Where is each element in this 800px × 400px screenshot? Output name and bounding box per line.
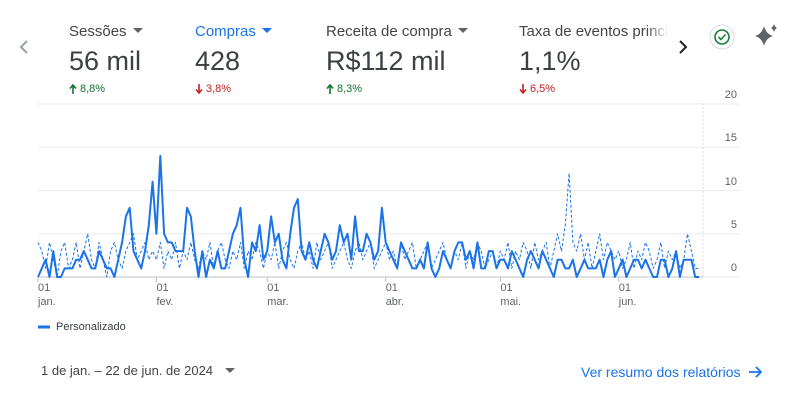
dropdown-icon (225, 367, 236, 373)
metric-value: 428 (195, 46, 241, 76)
metric-title: Receita de compra (326, 20, 476, 42)
metric-title-text: Sessões (69, 22, 127, 40)
x-tick-label: 01 abr. (385, 282, 405, 308)
legend-swatch (38, 325, 50, 329)
change-arrow (326, 84, 334, 94)
change-arrow (195, 84, 203, 94)
next-button[interactable] (679, 40, 688, 54)
metric-change: 6,5% (519, 83, 669, 95)
metric-change: 8,8% (69, 83, 219, 95)
triangle (457, 28, 468, 33)
y-tick-label: 0 (730, 262, 737, 274)
change-value: 3,8% (206, 83, 232, 95)
reports-link[interactable]: Ver resumo dos relatórios (581, 364, 763, 380)
metric-value: R$112 mil (326, 46, 446, 76)
y-tick-label: 5 (730, 218, 737, 231)
x-tick-label: 01 mar. (267, 282, 289, 308)
metric-title: Taxa de eventos princi (519, 20, 669, 42)
x-tick-label: 01 fev. (156, 282, 174, 308)
change-arrow (519, 84, 527, 94)
metric-value: 56 mil (69, 46, 142, 76)
date-range-picker[interactable]: 1 de jan. – 22 de jun. de 2024 (41, 363, 236, 378)
comparison-line (37, 172, 699, 278)
arrow (69, 84, 77, 94)
legend-label: Personalizado (56, 321, 126, 333)
metric-title: Compras (195, 20, 345, 42)
y-tick-label: 15 (724, 132, 737, 145)
series-line (37, 154, 699, 278)
legend: Personalizado (38, 321, 126, 333)
y-tick-label: 20 (724, 89, 737, 101)
dropdown-icon[interactable] (261, 28, 272, 34)
prev-button[interactable] (19, 40, 28, 54)
metric-title-text: Taxa de eventos princi (519, 22, 669, 40)
change-arrow (69, 84, 77, 94)
change-value: 6,5% (530, 83, 556, 95)
x-tick-label: 01 jan. (38, 282, 56, 308)
arrow-icon (748, 366, 762, 378)
metric-value: 1,1% (519, 46, 581, 76)
metric-change: 3,8% (195, 83, 345, 95)
link-text: Ver resumo dos relatórios (581, 364, 741, 380)
arrow (326, 84, 334, 94)
triangle (132, 28, 143, 33)
metric-card[interactable]: Compras 428 3,8% (195, 20, 345, 95)
metric-title-text: Receita de compra (326, 22, 452, 40)
triangle (261, 28, 272, 33)
change-value: 8,8% (80, 83, 106, 95)
metric-card[interactable]: Taxa de eventos princi 1,1% 6,5% (519, 20, 669, 96)
dropdown-icon[interactable] (457, 28, 468, 34)
arrow (519, 84, 527, 94)
y-tick-label: 10 (724, 175, 737, 188)
date-range: 1 de jan. – 22 de jun. de 2024 (41, 363, 214, 378)
x-tick-label: 01 jun. (618, 282, 637, 308)
change-value: 8,3% (337, 83, 363, 95)
metric-card[interactable]: Receita de compra R$112 mil 8,3% (326, 20, 476, 95)
metric-title-text: Compras (195, 22, 256, 40)
dropdown-icon[interactable] (132, 28, 143, 34)
arrow (195, 84, 203, 94)
metric-card[interactable]: Sessões 56 mil 8,8% (69, 20, 219, 95)
x-tick-label: 01 mai. (500, 282, 522, 308)
insights-icon[interactable] (755, 24, 777, 46)
metric-title: Sessões (69, 20, 219, 42)
check-icon[interactable] (709, 24, 735, 50)
metric-change: 8,3% (326, 83, 476, 95)
